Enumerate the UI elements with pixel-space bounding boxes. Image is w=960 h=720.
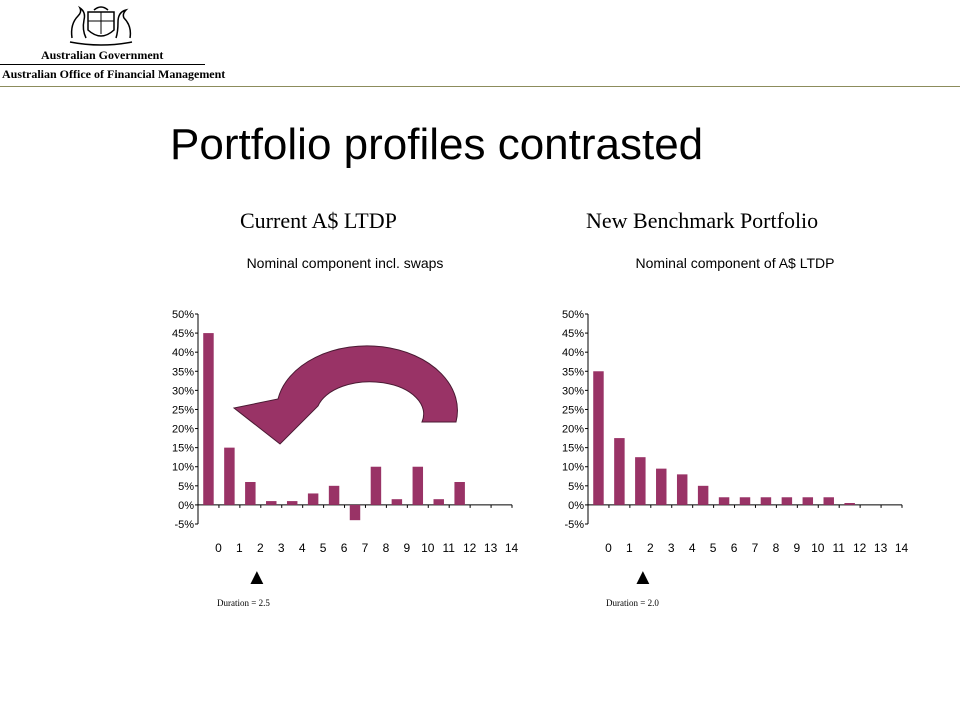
bar-7 <box>739 497 751 505</box>
x-tick-label: 5 <box>710 541 717 555</box>
y-tick-label: 35% <box>172 366 194 378</box>
curved-arrow-icon <box>232 345 458 445</box>
y-tick-label: 15% <box>172 443 194 455</box>
bar-12 <box>844 503 855 505</box>
x-tick-label: 0 <box>605 541 612 555</box>
y-tick-label: 40% <box>562 347 584 359</box>
divider <box>0 64 205 65</box>
duration-marker-icon: ▲ <box>632 564 654 589</box>
left-duration-label: Duration = 2.5 <box>217 598 270 608</box>
bar-4 <box>286 501 298 505</box>
x-tick-label: 9 <box>794 541 801 555</box>
x-tick-label: 3 <box>668 541 675 555</box>
y-tick-label: -5% <box>564 519 584 531</box>
y-tick-label: 35% <box>562 366 584 378</box>
x-tick-label: 2 <box>257 541 264 555</box>
slide-title: Portfolio profiles contrasted <box>170 120 704 169</box>
bar-8 <box>370 466 382 505</box>
chart-title: Nominal component incl. swaps <box>247 255 444 271</box>
right-panel-heading: New Benchmark Portfolio <box>586 208 819 233</box>
y-tick-label: 10% <box>562 462 584 474</box>
bar-6 <box>718 497 730 505</box>
y-tick-label: 30% <box>172 385 194 397</box>
y-tick-label: 5% <box>568 481 584 493</box>
x-tick-label: 2 <box>647 541 654 555</box>
bar-6 <box>328 485 340 505</box>
x-tick-label: 8 <box>773 541 780 555</box>
bar-5 <box>697 485 709 505</box>
government-name: Australian Government <box>41 48 164 62</box>
right-duration-label: Duration = 2.0 <box>606 598 659 608</box>
y-tick-label: 30% <box>562 385 584 397</box>
x-tick-label: 12 <box>463 541 477 555</box>
y-tick-label: 45% <box>562 328 584 340</box>
bar-11 <box>433 499 444 505</box>
bar-3 <box>266 501 277 505</box>
benchmark-portfolio-chart: Nominal component of A$ LTDP-5%0%5%10%15… <box>562 255 909 555</box>
bar-7 <box>349 504 361 521</box>
y-tick-label: 20% <box>562 424 584 436</box>
x-tick-label: 6 <box>341 541 348 555</box>
y-tick-label: -5% <box>174 519 194 531</box>
x-tick-label: 8 <box>383 541 390 555</box>
x-tick-label: 13 <box>874 541 888 555</box>
bar-12 <box>454 482 465 505</box>
left-panel-heading: Current A$ LTDP <box>240 208 397 233</box>
duration-marker-icon: ▲ <box>246 564 268 589</box>
header: Australian Government Australian Office … <box>0 0 960 92</box>
office-name: Australian Office of Financial Managemen… <box>2 67 226 81</box>
y-tick-label: 5% <box>178 481 194 493</box>
y-tick-label: 15% <box>562 443 584 455</box>
bar-4 <box>676 474 688 505</box>
x-tick-label: 12 <box>853 541 867 555</box>
x-tick-label: 14 <box>505 541 519 555</box>
bar-2 <box>245 482 256 505</box>
x-tick-label: 1 <box>626 541 633 555</box>
y-tick-label: 45% <box>172 328 194 340</box>
x-tick-label: 10 <box>421 541 435 555</box>
bar-1 <box>224 447 235 505</box>
y-tick-label: 25% <box>562 404 584 416</box>
bar-9 <box>781 497 793 505</box>
bar-3 <box>656 468 667 505</box>
current-portfolio-chart: Nominal component incl. swaps -5% 0% 5% 10% 1… <box>172 255 519 555</box>
y-tick-label: 20% <box>172 424 194 436</box>
bar-2 <box>635 457 646 505</box>
x-tick-label: 4 <box>689 541 696 555</box>
bar-1 <box>614 438 625 505</box>
bar-0 <box>593 371 604 505</box>
x-tick-label: 1 <box>236 541 243 555</box>
bar-9 <box>391 499 403 505</box>
y-tick-label: 0% <box>568 500 584 512</box>
x-tick-label: 5 <box>320 541 327 555</box>
x-tick-label: 14 <box>895 541 909 555</box>
y-tick-label: 50% <box>562 309 584 321</box>
bar-10 <box>802 497 814 505</box>
x-tick-label: 6 <box>731 541 738 555</box>
x-tick-label: 3 <box>278 541 285 555</box>
y-tick-label: 40% <box>172 347 194 359</box>
bar-11 <box>823 497 834 505</box>
y-tick-label: 0% <box>178 500 194 512</box>
x-tick-label: 4 <box>299 541 306 555</box>
x-tick-label: 13 <box>484 541 498 555</box>
y-tick-label: 25% <box>172 404 194 416</box>
x-tick-label: 7 <box>362 541 369 555</box>
x-tick-label: 9 <box>404 541 411 555</box>
bar-10 <box>412 466 424 505</box>
bar-8 <box>760 497 772 505</box>
y-tick-label: 50% <box>172 309 194 321</box>
x-tick-label: 10 <box>811 541 825 555</box>
bar-0 <box>203 333 214 505</box>
bar-5 <box>307 493 319 505</box>
header-rule <box>0 86 960 87</box>
x-tick-label: 11 <box>442 541 455 555</box>
x-tick-label: 7 <box>752 541 759 555</box>
x-tick-label: 11 <box>832 541 845 555</box>
chart-title: Nominal component of A$ LTDP <box>636 255 835 271</box>
coat-of-arms-icon <box>69 5 133 46</box>
y-tick-label: 10% <box>172 462 194 474</box>
x-tick-label: 0 <box>215 541 222 555</box>
